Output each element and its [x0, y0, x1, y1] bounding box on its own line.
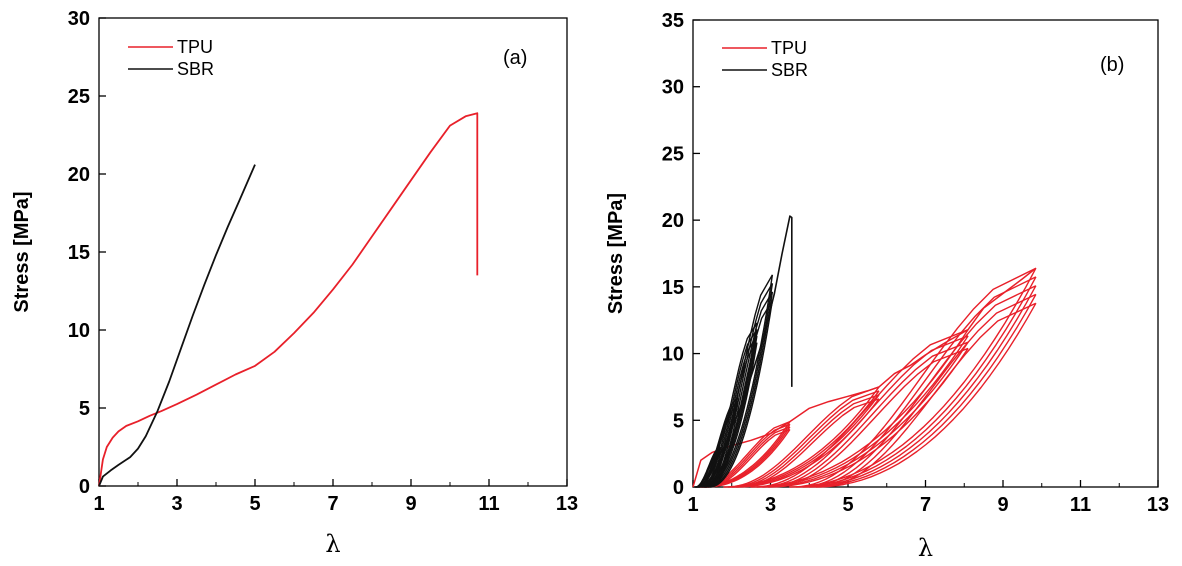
- series-sbr-loop-3-cycle-0: [703, 274, 774, 488]
- series-sbr-loop-3-cycle-3: [709, 299, 774, 488]
- y-tick-label: 0: [79, 476, 90, 498]
- series-tpu-loop-1-cycle-0: [723, 386, 880, 488]
- x-tick-label: 5: [842, 494, 853, 516]
- series-sbr-loop-2-cycle-2: [703, 335, 758, 488]
- y-tick-label: 20: [68, 164, 90, 186]
- y-tick-label: 10: [662, 344, 684, 366]
- x-tick-label: 1: [687, 494, 698, 516]
- y-tick-label: 0: [673, 477, 684, 499]
- y-tick-label: 5: [673, 410, 684, 432]
- x-tick-label: 11: [478, 493, 499, 515]
- y-tick-label: 35: [662, 10, 684, 32]
- y-axis-title: Stress [MPa]: [605, 193, 627, 314]
- legend-label-sbr: SBR: [771, 60, 808, 80]
- y-axis-title: Stress [MPa]: [11, 191, 33, 312]
- x-tick-label: 9: [405, 493, 416, 515]
- x-tick-label: 9: [997, 494, 1008, 516]
- y-tick-label: 30: [68, 8, 90, 30]
- series-tpu-loop-2-cycle-0: [750, 328, 969, 488]
- y-tick-label: 25: [68, 86, 90, 108]
- y-tick-label: 30: [662, 77, 684, 99]
- plot-frame: [98, 17, 568, 487]
- series-tpu-loop-3-cycle-0: [789, 267, 1037, 488]
- plot-frame: [692, 19, 1159, 488]
- x-tick-label: 7: [327, 493, 338, 515]
- x-tick-label: 3: [171, 493, 182, 515]
- legend-label-tpu: TPU: [771, 38, 807, 58]
- x-axis-title: λ: [325, 530, 340, 558]
- legend-label-sbr: SBR: [177, 59, 214, 79]
- y-tick-label: 5: [79, 398, 90, 420]
- series-sbr-loop-3-cycle-1: [705, 282, 774, 488]
- series-tpu-loop-3-cycle-4: [815, 302, 1037, 488]
- legend-label-tpu: TPU: [177, 37, 213, 57]
- series-tpu-loop-3-cycle-3: [808, 293, 1037, 488]
- x-tick-label: 7: [920, 494, 931, 516]
- series-tpu-loop-3-cycle-2: [802, 285, 1037, 488]
- series-tpu-loop-2-cycle-1: [756, 335, 969, 488]
- series-tpu-loop-3-cycle-1: [795, 276, 1037, 488]
- panel-label: (b): [1100, 54, 1124, 76]
- series-sbr-line: [98, 164, 256, 487]
- x-tick-label: 13: [556, 493, 578, 515]
- y-tick-label: 20: [662, 210, 684, 232]
- y-tick-label: 25: [662, 143, 684, 165]
- x-tick-label: 1: [93, 493, 104, 515]
- x-tick-label: 3: [765, 494, 776, 516]
- x-tick-label: 13: [1147, 494, 1169, 516]
- series-sbr-loop-2-cycle-1: [701, 329, 758, 488]
- series-tpu-loop-2-cycle-2: [762, 341, 969, 488]
- y-tick-label: 15: [662, 277, 684, 299]
- series-tpu-line: [98, 112, 479, 487]
- panel-label: (a): [503, 47, 527, 69]
- series-tpu-loop-1-cycle-1: [727, 390, 880, 488]
- x-axis-title: λ: [918, 534, 933, 562]
- y-tick-label: 15: [68, 242, 90, 264]
- y-tick-label: 10: [68, 320, 90, 342]
- series-sbr-final-loading: [703, 215, 793, 481]
- x-tick-label: 5: [249, 493, 260, 515]
- x-tick-label: 11: [1070, 494, 1091, 516]
- series-tpu-loop-1-cycle-3: [735, 398, 880, 488]
